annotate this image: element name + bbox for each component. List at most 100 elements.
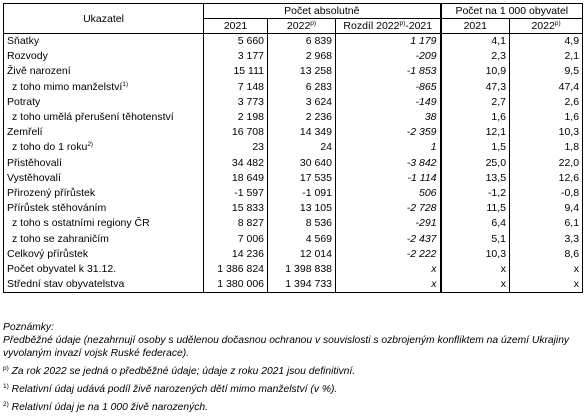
cell-difference: -865 bbox=[334, 79, 441, 95]
cell-abs-2021: -1 597 bbox=[203, 186, 268, 202]
cell-abs-2021: 7 148 bbox=[203, 79, 268, 95]
cell-abs-2022: 2 968 bbox=[267, 49, 336, 65]
row-label: Živě narození bbox=[3, 64, 204, 80]
cell-rel-2021: x bbox=[439, 277, 510, 294]
row-label: Celkový přírůstek bbox=[3, 246, 204, 263]
cell-abs-2021: 14 236 bbox=[203, 246, 268, 263]
row-label: z toho mimo manželství1) bbox=[3, 79, 204, 95]
cell-difference: -2 728 bbox=[334, 201, 441, 217]
table-row: Zemřelí 16 708 14 349 -2 359 12,1 10,3 bbox=[3, 125, 584, 141]
cell-difference: -1 114 bbox=[334, 170, 441, 187]
cell-abs-2022: 12 014 bbox=[267, 246, 336, 263]
cell-abs-2022: 8 536 bbox=[267, 216, 336, 232]
table-row: z toho do 1 roku2) 23 24 1 1,5 1,8 bbox=[3, 140, 584, 156]
cell-rel-2021: 1,5 bbox=[439, 140, 510, 156]
table-row: Rozvody 3 177 2 968 -209 2,3 2,1 bbox=[3, 49, 584, 65]
cell-difference: 1 bbox=[334, 140, 441, 156]
cell-rel-2021: 25,0 bbox=[439, 155, 510, 171]
cell-rel-2022: 3,3 bbox=[509, 231, 584, 247]
cell-difference: -1 853 bbox=[334, 64, 441, 80]
note-p: p) Za rok 2022 se jedná o předběžné údaj… bbox=[3, 365, 356, 377]
cell-abs-2022: 13 105 bbox=[267, 201, 336, 217]
cell-rel-2022: 10,3 bbox=[509, 125, 584, 141]
row-label: z toho umělá přerušení těhotenství bbox=[3, 110, 204, 126]
table-row: Střední stav obyvatelstva 1 380 006 1 394 … bbox=[3, 277, 584, 294]
cell-difference: x bbox=[334, 262, 441, 278]
cell-rel-2022: 4,9 bbox=[509, 33, 584, 50]
cell-rel-2022: 2,1 bbox=[509, 49, 584, 65]
cell-abs-2021: 2 198 bbox=[203, 110, 268, 126]
header-group-relative: Počet na 1 000 obyvatel bbox=[439, 3, 584, 19]
cell-abs-2021: 16 708 bbox=[203, 125, 268, 141]
table-row: Vystěhovalí 18 649 17 535 -1 114 13,5 12,6 bbox=[3, 170, 584, 187]
cell-abs-2022: 1 398 838 bbox=[267, 262, 336, 278]
cell-rel-2021: 13,5 bbox=[439, 170, 510, 187]
cell-rel-2022: 9,5 bbox=[509, 64, 584, 80]
statistics-table: Ukazatel Počet absolutně Počet na 1 000 … bbox=[3, 3, 584, 294]
notes: Poznámky: Předběžné údaje (nezahrnují os… bbox=[3, 321, 582, 419]
cell-abs-2022: 6 839 bbox=[267, 33, 336, 50]
table-row: Celkový přírůstek 14 236 12 014 -2 222 10,3 8… bbox=[3, 246, 584, 263]
cell-rel-2021: x bbox=[439, 262, 510, 278]
cell-rel-2021: 2,7 bbox=[439, 94, 510, 111]
table-row: Sňatky 5 660 6 839 1 179 4,1 4,9 bbox=[3, 33, 584, 50]
row-label: Vystěhovalí bbox=[3, 170, 204, 187]
cell-abs-2022: 2 236 bbox=[267, 110, 336, 126]
table-row: Počet obyvatel k 31.12. 1 386 824 1 398 83… bbox=[3, 262, 584, 278]
cell-abs-2021: 8 827 bbox=[203, 216, 268, 232]
table-row: z toho se zahraničím 7 006 4 569 -2 437 5,1 3… bbox=[3, 231, 584, 247]
header-group-absolute: Počet absolutně bbox=[202, 3, 442, 19]
cell-rel-2022: x bbox=[509, 277, 584, 294]
table-row: Přirozený přírůstek -1 597 -1 091 506 -1,2 -0… bbox=[3, 186, 584, 202]
cell-rel-2022: 2,6 bbox=[509, 94, 584, 111]
cell-difference: 38 bbox=[334, 110, 441, 126]
cell-abs-2022: 6 283 bbox=[267, 79, 336, 95]
header-ukazatel: Ukazatel bbox=[3, 3, 204, 34]
cell-difference: -2 222 bbox=[334, 246, 441, 263]
cell-abs-2021: 15 833 bbox=[203, 201, 268, 217]
cell-difference: x bbox=[334, 277, 441, 294]
row-label: Přirozený přírůstek bbox=[3, 186, 204, 202]
cell-rel-2022: 1,6 bbox=[509, 110, 584, 126]
header-abs-2021: 2021 bbox=[203, 18, 268, 34]
cell-abs-2022: 17 535 bbox=[267, 170, 336, 187]
cell-abs-2022: 13 258 bbox=[267, 64, 336, 80]
cell-rel-2021: 47,3 bbox=[439, 79, 510, 95]
row-label: z toho se zahraničím bbox=[3, 231, 204, 247]
cell-rel-2021: 6,4 bbox=[439, 216, 510, 232]
row-label: Zemřelí bbox=[3, 125, 204, 141]
cell-difference: -209 bbox=[334, 49, 441, 65]
row-label: Počet obyvatel k 31.12. bbox=[3, 262, 204, 278]
note-2: 2) Relativní údaj je na 1 000 živě naroz… bbox=[3, 401, 208, 413]
header-rel-2021: 2021 bbox=[439, 18, 511, 34]
cell-difference: -291 bbox=[334, 216, 441, 232]
cell-abs-2021: 3 773 bbox=[203, 94, 268, 111]
cell-rel-2021: 11,5 bbox=[439, 201, 510, 217]
cell-abs-2021: 18 649 bbox=[203, 170, 268, 187]
cell-rel-2022: 9,4 bbox=[509, 201, 584, 217]
cell-rel-2021: 2,3 bbox=[439, 49, 510, 65]
cell-abs-2021: 5 660 bbox=[203, 33, 268, 50]
table-row: Potraty 3 773 3 624 -149 2,7 2,6 bbox=[3, 94, 584, 111]
cell-difference: -149 bbox=[334, 94, 441, 111]
cell-rel-2021: 5,1 bbox=[439, 231, 510, 247]
cell-abs-2022: 1 394 733 bbox=[267, 277, 336, 294]
cell-abs-2022: 3 624 bbox=[267, 94, 336, 111]
cell-abs-2021: 15 111 bbox=[203, 64, 268, 80]
header-difference: Rozdíl 2022p)-2021 bbox=[334, 18, 442, 34]
cell-rel-2022: 8,6 bbox=[509, 246, 584, 263]
cell-abs-2022: -1 091 bbox=[267, 186, 336, 202]
table-row: z toho s ostatními regiony ČR 8 827 8 536-… bbox=[3, 216, 584, 232]
table-row: Živě narození 15 111 13 258 -1 853 10,9 9,5 bbox=[3, 64, 584, 80]
cell-rel-2021: 12,1 bbox=[439, 125, 510, 141]
row-label: Potraty bbox=[3, 94, 204, 111]
cell-rel-2022: x bbox=[509, 262, 584, 278]
row-label: Rozvody bbox=[3, 49, 204, 65]
cell-difference: -2 359 bbox=[334, 125, 441, 141]
row-label: Sňatky bbox=[3, 33, 204, 50]
notes-heading: Poznámky: bbox=[3, 322, 54, 333]
cell-abs-2021: 1 380 006 bbox=[203, 277, 268, 294]
row-label: Přírůstek stěhováním bbox=[3, 201, 204, 217]
cell-rel-2022: 12,6 bbox=[509, 170, 584, 187]
